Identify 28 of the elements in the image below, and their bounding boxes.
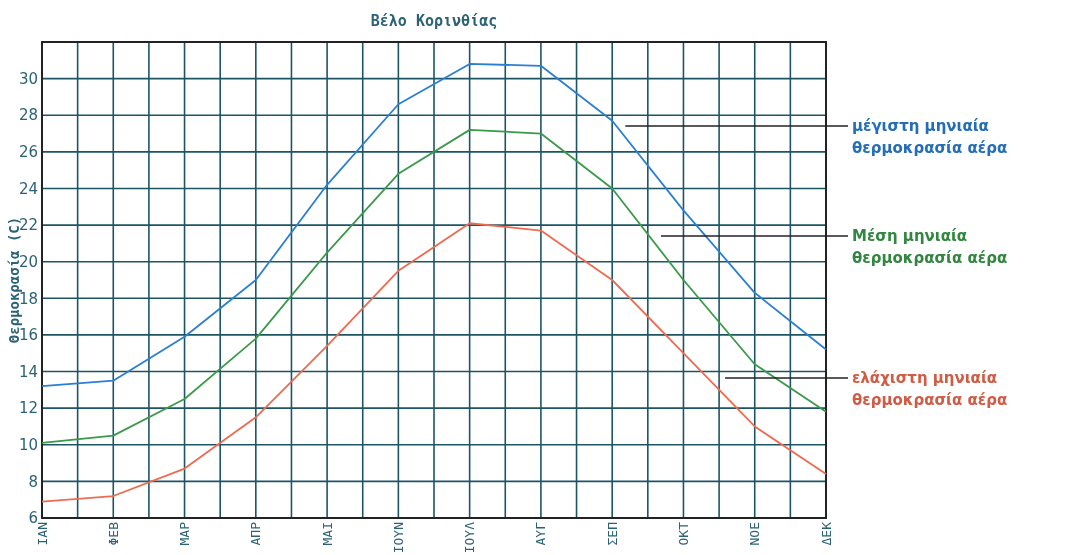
x-tick-label: ΜΑΡ [177,521,193,546]
y-tick-label: 24 [18,179,38,198]
line-series [41,222,827,503]
y-tick-label: 8 [28,472,38,491]
x-tick-label: ΝΟΕ [747,522,763,546]
y-tick-label: 12 [18,399,38,418]
y-tick-label: 20 [18,252,38,271]
y-tick-label: 28 [18,106,38,125]
x-tick-label: ΙΟΥΝ [390,522,406,554]
line-series [41,128,827,444]
y-tick-label: 30 [18,69,38,88]
chart-title: Βέλο Κορινθίας [370,12,498,30]
x-tick-label: ΔΕΚ [818,521,834,546]
x-tick-label: ΜΑΙ [319,522,335,546]
x-tick-label: ΙΟΥΛ [462,521,478,554]
text: Μέση μηνιαία θερμοκρασία αέρα [852,227,1008,267]
text: μέγιστη μηνιαία θερμοκρασία αέρα [852,117,1008,157]
y-tick-label: 14 [18,362,38,381]
x-tick-label: ΑΠΡ [248,521,264,546]
y-tick-label: 16 [18,326,38,345]
x-tick-label: ΑΥΓ [533,521,549,546]
y-tick-label: 26 [18,143,38,162]
y-tick-label: 10 [18,436,38,455]
x-tick-label: ΣΕΠ [604,522,620,546]
x-tick-label: ΟΚΤ [676,521,691,546]
x-tick-label: ΦΕΒ [105,521,121,546]
text: ελάχιστη μηνιαία θερμοκρασία αέρα [852,369,1008,409]
line-series [41,63,827,388]
